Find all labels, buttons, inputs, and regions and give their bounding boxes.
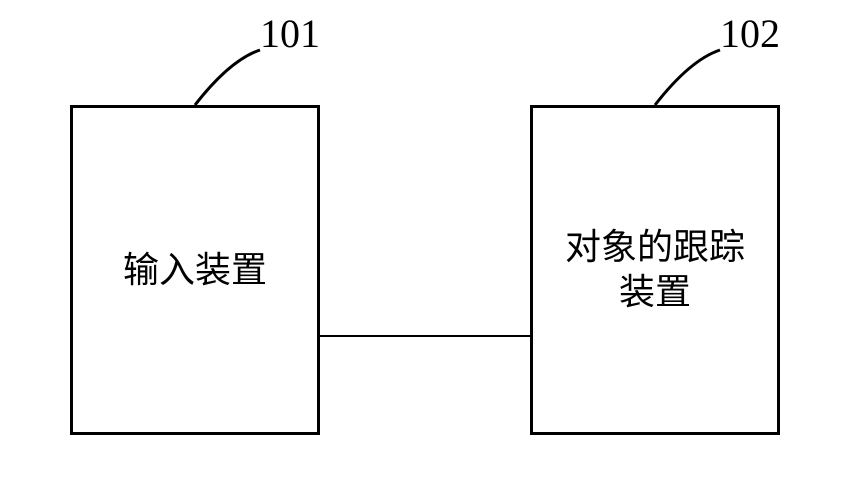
diagram-canvas: 输入装置101对象的跟踪 装置102 [0, 0, 860, 501]
callout-n2 [0, 0, 860, 501]
